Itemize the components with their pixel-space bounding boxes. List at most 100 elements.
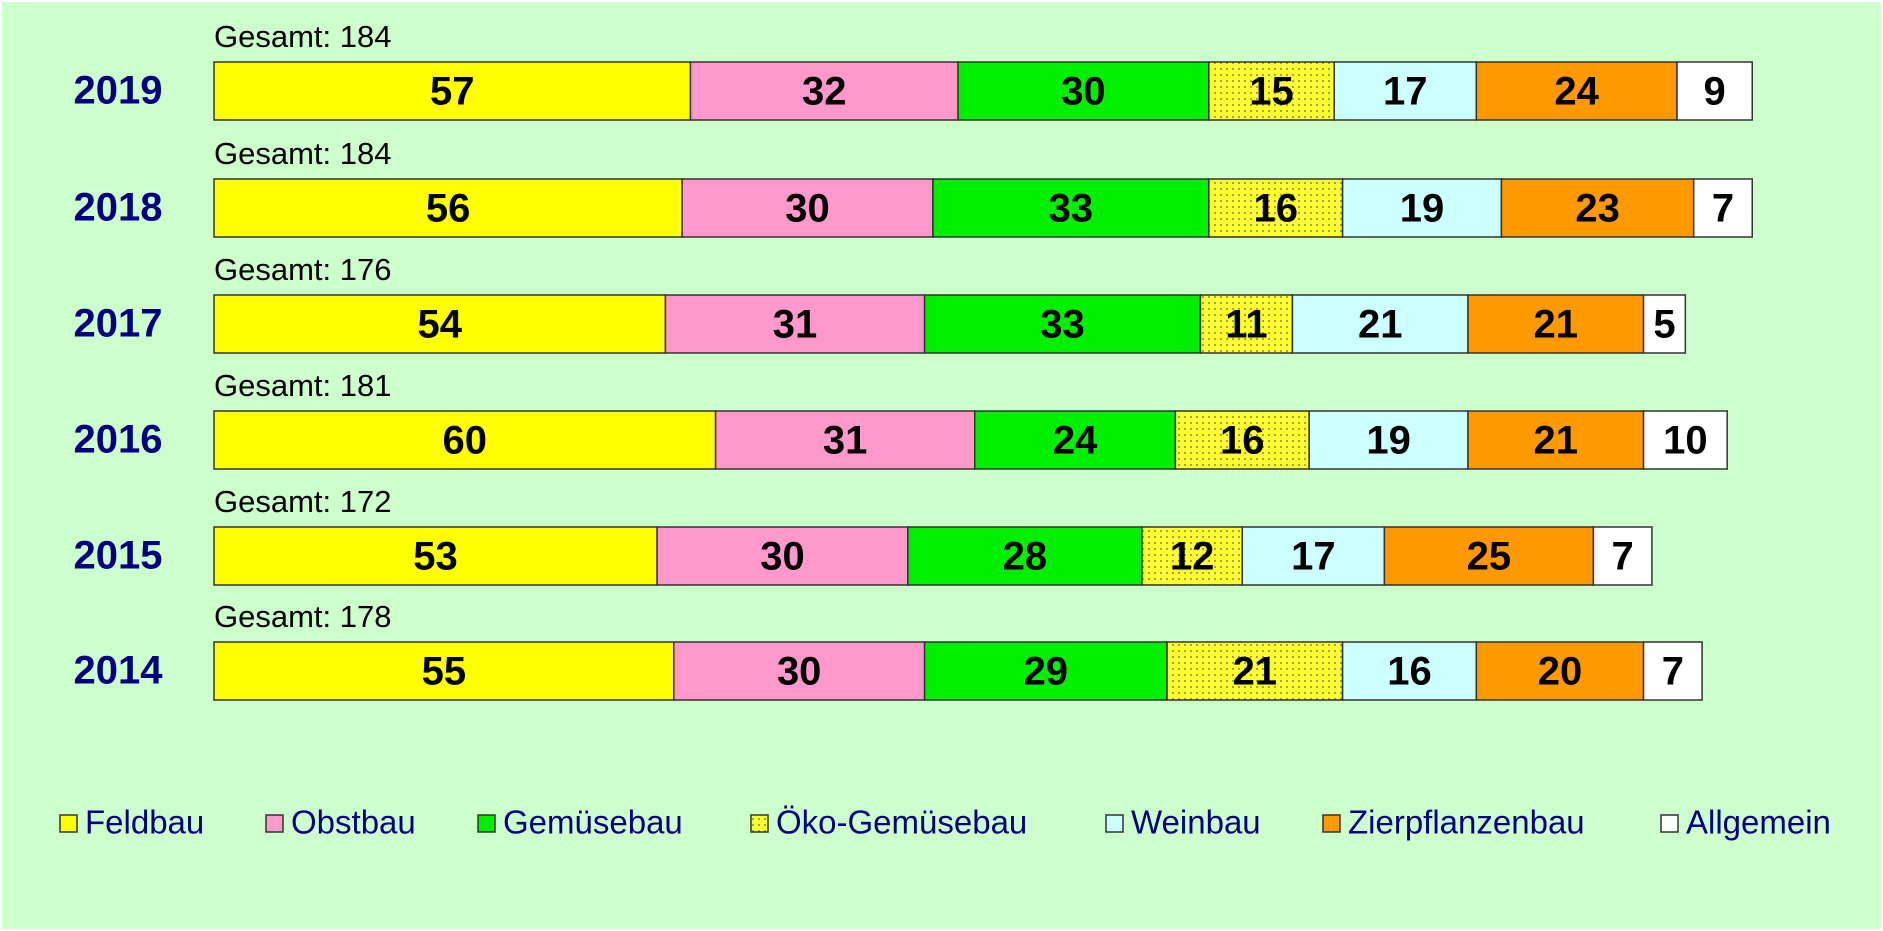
bar-segment — [213, 410, 717, 470]
bar-segment — [1642, 410, 1728, 470]
bar-segment — [1692, 178, 1753, 238]
value-label: 20 — [1538, 650, 1583, 694]
total-label: Gesamt: 184 — [214, 136, 391, 171]
bar-segment — [923, 641, 1168, 701]
value-label: 17 — [1383, 70, 1428, 114]
value-label: 33 — [1040, 303, 1085, 347]
value-label: 28 — [1003, 535, 1048, 579]
bar-segment — [664, 294, 926, 354]
bar-segment — [213, 641, 675, 701]
value-label: 23 — [1575, 187, 1620, 231]
category-label: 2016 — [74, 418, 163, 462]
value-label: 9 — [1703, 70, 1725, 114]
legend-label: Weinbau — [1131, 804, 1261, 841]
bar-segment — [213, 178, 683, 238]
bar-segment — [1333, 61, 1478, 121]
value-label: 33 — [1049, 187, 1094, 231]
bar-segment — [1308, 410, 1469, 470]
bar-segment — [1642, 641, 1703, 701]
value-label: 53 — [413, 535, 458, 579]
value-label: 32 — [802, 70, 847, 114]
value-label: 60 — [443, 419, 488, 463]
value-label: 16 — [1253, 187, 1298, 231]
bar-segment — [1166, 641, 1344, 701]
value-label: 24 — [1053, 419, 1098, 463]
value-label: 30 — [785, 187, 830, 231]
bar-segment — [213, 294, 667, 354]
legend-label: Feldbau — [85, 804, 204, 841]
value-label: 30 — [1061, 70, 1106, 114]
bar-segment — [1592, 526, 1653, 586]
value-label: 19 — [1400, 187, 1445, 231]
total-label: Gesamt: 176 — [214, 252, 391, 287]
bar-segment — [1467, 294, 1645, 354]
bar-segment — [1676, 61, 1753, 121]
value-label: 24 — [1554, 70, 1599, 114]
bar-segment — [681, 178, 934, 238]
legend-label: Allgemein — [1686, 804, 1831, 841]
value-label: 31 — [773, 303, 818, 347]
bar-segment — [689, 61, 959, 121]
bar-segment — [907, 526, 1143, 586]
bar-segment — [213, 61, 692, 121]
value-label: 19 — [1366, 419, 1411, 463]
category-label: 2015 — [74, 534, 163, 578]
value-label: 57 — [430, 70, 475, 114]
legend-swatch — [1105, 814, 1124, 833]
bar-segment — [673, 641, 926, 701]
legend-swatch — [750, 814, 769, 833]
bar-segment — [1475, 641, 1645, 701]
legend-swatch — [59, 814, 78, 833]
bar-segment — [656, 526, 909, 586]
legend-label: Öko-Gemüsebau — [776, 804, 1027, 841]
value-label: 30 — [777, 650, 822, 694]
bar-segment — [1199, 294, 1294, 354]
category-label: 2017 — [74, 302, 163, 346]
total-label: Gesamt: 181 — [214, 368, 391, 403]
value-label: 5 — [1653, 303, 1675, 347]
legend-label: Gemüsebau — [503, 804, 683, 841]
value-label: 25 — [1467, 535, 1512, 579]
value-label: 7 — [1712, 187, 1734, 231]
value-label: 29 — [1024, 650, 1069, 694]
value-label: 55 — [422, 650, 467, 694]
bar-segment — [1241, 526, 1386, 586]
total-label: Gesamt: 184 — [214, 19, 391, 54]
legend-swatch — [1322, 814, 1341, 833]
total-label: Gesamt: 178 — [214, 599, 391, 634]
bar-segment — [714, 410, 976, 470]
value-label: 30 — [760, 535, 805, 579]
value-label: 12 — [1170, 535, 1215, 579]
legend-swatch — [1660, 814, 1679, 833]
value-label: 15 — [1249, 70, 1294, 114]
value-label: 31 — [823, 419, 868, 463]
bar-segment — [1642, 294, 1687, 354]
legend-label: Obstbau — [291, 804, 416, 841]
bar-segment — [974, 410, 1177, 470]
bar-segment — [1291, 294, 1469, 354]
value-label: 54 — [417, 303, 462, 347]
bar-segment — [1208, 178, 1344, 238]
value-label: 16 — [1220, 419, 1265, 463]
value-label: 16 — [1387, 650, 1432, 694]
value-label: 17 — [1291, 535, 1336, 579]
value-label: 11 — [1225, 303, 1267, 347]
value-label: 7 — [1612, 535, 1634, 579]
value-label: 10 — [1663, 419, 1708, 463]
bar-segment — [213, 526, 658, 586]
legend-swatch — [265, 814, 284, 833]
bar-segment — [1475, 61, 1678, 121]
legend-swatch — [477, 814, 496, 833]
bar-segment — [1341, 178, 1503, 238]
value-label: 21 — [1534, 303, 1579, 347]
bar-segment — [932, 178, 1210, 238]
bar-segment — [923, 294, 1202, 354]
value-label: 21 — [1233, 650, 1278, 694]
category-label: 2019 — [74, 69, 163, 113]
value-label: 7 — [1662, 650, 1684, 694]
legend-label: Zierpflanzenbau — [1348, 804, 1585, 841]
total-label: Gesamt: 172 — [214, 484, 391, 519]
value-label: 21 — [1358, 303, 1403, 347]
bar-segment — [957, 61, 1210, 121]
